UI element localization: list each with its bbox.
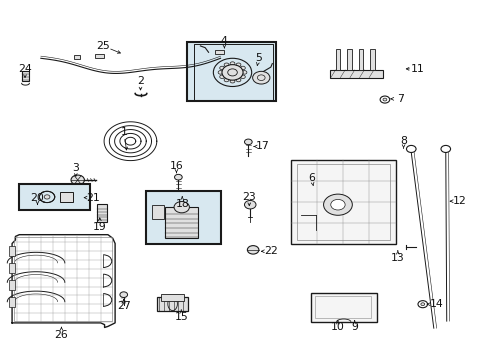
Circle shape: [330, 199, 345, 210]
Circle shape: [44, 195, 50, 199]
Bar: [146, 191, 220, 243]
Text: 15: 15: [174, 312, 188, 322]
Circle shape: [174, 174, 182, 180]
Bar: [315, 296, 370, 318]
Text: 12: 12: [451, 196, 465, 206]
Circle shape: [257, 75, 264, 81]
Text: 21: 21: [86, 193, 100, 203]
Text: 5: 5: [255, 53, 262, 63]
Bar: [9, 280, 16, 290]
Bar: [358, 49, 363, 70]
Text: 22: 22: [264, 246, 277, 256]
Circle shape: [236, 63, 241, 67]
Text: 6: 6: [307, 173, 314, 183]
Bar: [9, 246, 16, 256]
Circle shape: [417, 301, 427, 308]
Text: 25: 25: [96, 41, 110, 51]
Circle shape: [244, 139, 252, 145]
Circle shape: [252, 71, 269, 84]
Text: 16: 16: [169, 161, 183, 171]
Bar: [329, 70, 382, 78]
Bar: [157, 297, 188, 311]
Circle shape: [382, 98, 386, 101]
Bar: [97, 204, 107, 222]
Text: 10: 10: [330, 323, 344, 333]
Bar: [165, 207, 198, 238]
Bar: [369, 49, 374, 70]
Bar: [74, 55, 80, 59]
Text: 2: 2: [137, 76, 143, 86]
Circle shape: [174, 202, 189, 213]
Text: 26: 26: [55, 329, 68, 339]
Bar: [160, 294, 183, 301]
Bar: [19, 184, 90, 210]
Circle shape: [323, 194, 351, 215]
Circle shape: [224, 63, 228, 67]
Text: 1: 1: [120, 127, 127, 138]
Text: 18: 18: [175, 199, 189, 209]
Text: 7: 7: [396, 94, 403, 104]
Circle shape: [222, 65, 243, 80]
Circle shape: [71, 175, 84, 185]
Circle shape: [230, 80, 234, 83]
Bar: [9, 297, 16, 307]
Bar: [310, 293, 376, 322]
Bar: [294, 226, 308, 230]
Text: 13: 13: [390, 253, 404, 262]
Bar: [152, 205, 164, 219]
Circle shape: [332, 311, 342, 318]
Text: 27: 27: [117, 301, 130, 311]
Bar: [14, 237, 112, 321]
Circle shape: [227, 69, 237, 76]
Circle shape: [440, 145, 449, 153]
Circle shape: [240, 66, 245, 70]
Bar: [186, 42, 275, 100]
Text: 9: 9: [350, 323, 357, 333]
Bar: [335, 49, 340, 70]
Circle shape: [379, 96, 389, 103]
Bar: [297, 164, 389, 240]
Text: 19: 19: [93, 221, 106, 231]
Circle shape: [224, 78, 228, 82]
Text: 11: 11: [410, 64, 424, 74]
Bar: [60, 192, 73, 202]
Circle shape: [219, 75, 224, 78]
Circle shape: [242, 71, 246, 74]
Bar: [346, 49, 351, 70]
Text: 23: 23: [242, 192, 256, 202]
Bar: [22, 71, 29, 81]
Circle shape: [406, 145, 415, 153]
Bar: [9, 263, 16, 273]
Text: 3: 3: [72, 163, 79, 173]
Circle shape: [240, 75, 245, 78]
Text: 8: 8: [399, 136, 406, 146]
Text: 14: 14: [428, 299, 442, 309]
Circle shape: [219, 66, 224, 70]
Circle shape: [348, 311, 360, 319]
Text: 4: 4: [221, 36, 227, 46]
Circle shape: [236, 78, 241, 82]
Circle shape: [218, 71, 223, 74]
Circle shape: [247, 246, 258, 254]
Circle shape: [420, 303, 424, 306]
Bar: [214, 50, 224, 54]
Bar: [291, 159, 395, 244]
Bar: [95, 54, 103, 58]
Text: 20: 20: [30, 193, 44, 203]
Text: 17: 17: [255, 141, 269, 152]
Text: 24: 24: [18, 64, 32, 74]
Circle shape: [120, 292, 127, 297]
Circle shape: [244, 201, 256, 209]
Circle shape: [230, 62, 234, 65]
